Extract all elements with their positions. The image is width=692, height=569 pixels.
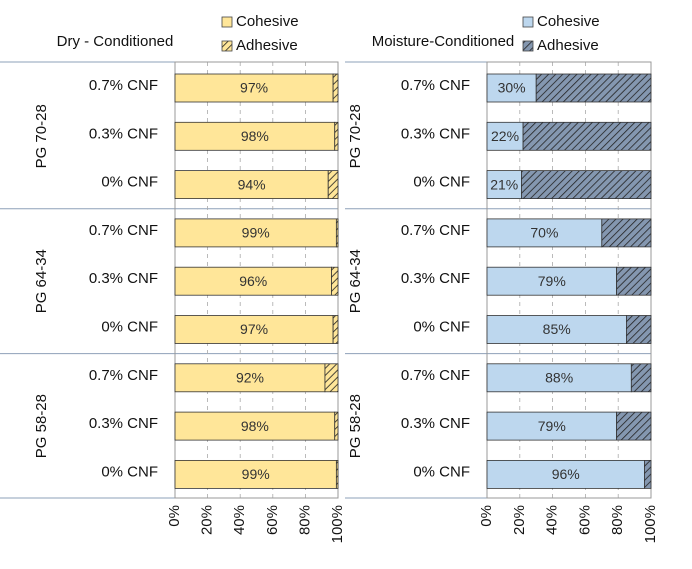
bar-segment: [332, 73, 339, 103]
category-label: 0% CNF: [413, 318, 470, 335]
bar-segment: [332, 315, 339, 344]
legend-swatch: [522, 40, 534, 52]
bar-segment: [486, 363, 632, 393]
legend-label: Adhesive: [236, 37, 298, 54]
bar-segment: [334, 121, 339, 151]
x-tick-label: 20%: [199, 505, 216, 535]
bar-segment: [486, 266, 617, 296]
data-label: 99%: [242, 466, 270, 482]
bar-segment: [335, 218, 339, 248]
bar-segment: [324, 363, 339, 393]
group-label: PG 64-34: [33, 249, 50, 313]
legend-swatch: [221, 40, 233, 52]
group-label: PG 64-34: [347, 249, 364, 313]
chart-title: Dry - Conditioned: [57, 33, 174, 50]
category-label: 0% CNF: [101, 318, 158, 335]
bar-segment: [327, 170, 339, 200]
category-label: 0.3% CNF: [89, 415, 158, 432]
data-label: 22%: [491, 128, 519, 144]
x-tick-label: 0%: [166, 505, 183, 527]
group-label: PG 58-28: [33, 394, 50, 458]
legend-swatch: [221, 16, 233, 28]
bar-segment: [486, 218, 603, 248]
x-tick-label: 0%: [478, 505, 495, 527]
data-label: 79%: [538, 273, 566, 289]
bar-segment: [486, 121, 524, 151]
bar-segment: [535, 73, 652, 103]
group-label: PG 58-28: [347, 394, 364, 458]
data-label: 30%: [498, 80, 526, 96]
legend-label: Cohesive: [236, 13, 299, 30]
bar-segment: [601, 218, 652, 248]
legend-label: Cohesive: [537, 13, 600, 30]
data-label: 96%: [239, 273, 267, 289]
bar-segment: [174, 218, 337, 248]
category-label: 0% CNF: [101, 174, 158, 191]
category-label: 0.3% CNF: [401, 270, 470, 287]
bar-segment: [616, 411, 652, 441]
category-label: 0.3% CNF: [401, 125, 470, 142]
category-label: 0.3% CNF: [89, 125, 158, 142]
category-label: 0.7% CNF: [401, 77, 470, 94]
bar-segment: [521, 170, 652, 200]
legend-swatch: [522, 16, 534, 28]
category-label: 0% CNF: [101, 463, 158, 480]
data-label: 92%: [236, 370, 264, 386]
bar-segment: [616, 266, 652, 296]
data-label: 97%: [240, 80, 268, 96]
category-label: 0.7% CNF: [89, 222, 158, 239]
bar-segment: [174, 411, 336, 441]
bar-segment: [486, 459, 645, 489]
data-label: 94%: [238, 176, 266, 192]
bar-segment: [174, 266, 332, 296]
bar-segment: [334, 411, 339, 441]
bar-segment: [174, 121, 336, 151]
data-label: 98%: [241, 418, 269, 434]
bar-segment: [174, 170, 329, 200]
category-label: 0.3% CNF: [89, 270, 158, 287]
x-tick-label: 20%: [511, 505, 528, 535]
data-label: 79%: [538, 418, 566, 434]
bar-segment: [486, 315, 627, 344]
data-label: 99%: [242, 225, 270, 241]
bar-segment: [522, 121, 652, 151]
x-tick-label: 80%: [609, 505, 626, 535]
bar-segment: [630, 363, 652, 393]
category-label: 0.7% CNF: [401, 367, 470, 384]
bar-segment: [644, 459, 652, 489]
data-label: 96%: [552, 466, 580, 482]
data-label: 85%: [543, 321, 571, 337]
category-label: 0.7% CNF: [401, 222, 470, 239]
x-tick-label: 80%: [296, 505, 313, 535]
category-label: 0% CNF: [413, 463, 470, 480]
legend-label: Adhesive: [537, 37, 599, 54]
data-label: 21%: [490, 176, 518, 192]
category-label: 0% CNF: [413, 174, 470, 191]
category-label: 0.3% CNF: [401, 415, 470, 432]
category-label: 0.7% CNF: [89, 77, 158, 94]
bar-segment: [335, 459, 339, 489]
data-label: 98%: [241, 128, 269, 144]
bar-segment: [486, 170, 522, 200]
x-tick-label: 100%: [329, 505, 346, 543]
data-label: 70%: [530, 225, 558, 241]
bar-segment: [331, 266, 339, 296]
x-tick-label: 40%: [544, 505, 561, 535]
bar-segment: [626, 315, 652, 344]
x-tick-label: 60%: [576, 505, 593, 535]
x-tick-label: 40%: [231, 505, 248, 535]
x-tick-label: 100%: [642, 505, 659, 543]
x-tick-label: 60%: [264, 505, 281, 535]
chart-title: Moisture-Conditioned: [372, 33, 515, 50]
bar-segment: [486, 73, 537, 103]
bar-segment: [174, 73, 334, 103]
category-label: 0.7% CNF: [89, 367, 158, 384]
data-label: 88%: [545, 370, 573, 386]
group-label: PG 70-28: [33, 104, 50, 168]
data-label: 97%: [240, 321, 268, 337]
group-label: PG 70-28: [347, 104, 364, 168]
